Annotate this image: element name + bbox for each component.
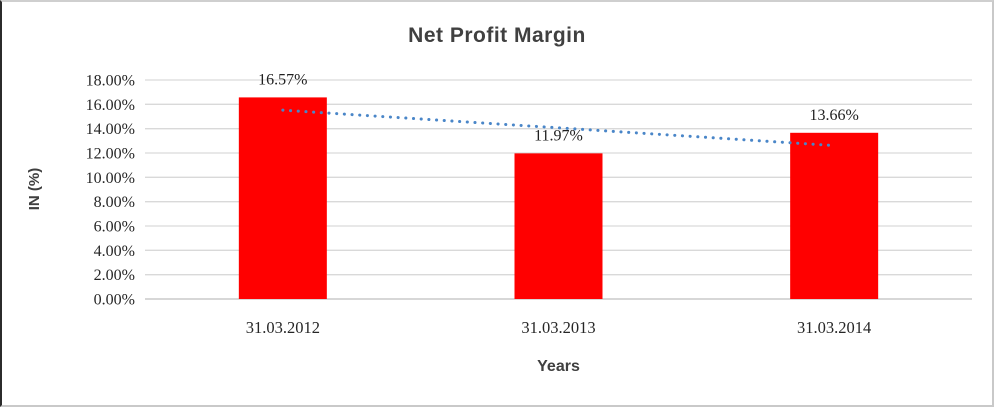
trendline-dotted [281,108,836,148]
y-tick-label: 12.00% [86,146,135,163]
data-label: 16.57% [258,71,307,88]
x-tick-label: 31.03.2014 [797,318,871,337]
y-tick-label: 18.00% [86,73,135,90]
bar-31.03.2014 [790,132,879,299]
y-tick-label: 2.00% [94,267,135,284]
x-axis-title: Years [537,358,580,375]
bar-31.03.2012 [238,97,327,299]
x-tick-label: 31.03.2013 [521,318,595,337]
bar-31.03.2013 [514,153,603,299]
y-tick-label: 4.00% [94,243,135,260]
y-tick-label: 0.00% [94,292,135,309]
chart-title: Net Profit Margin [408,24,586,47]
y-tick-label: 6.00% [94,219,135,236]
data-label: 11.97% [534,127,583,144]
y-tick-label: 8.00% [94,194,135,211]
y-tick-label: 16.00% [86,97,135,114]
y-tick-label: 10.00% [86,170,135,187]
y-tick-label: 14.00% [86,121,135,138]
data-label: 13.66% [810,107,859,124]
x-tick-label: 31.03.2012 [246,318,320,337]
